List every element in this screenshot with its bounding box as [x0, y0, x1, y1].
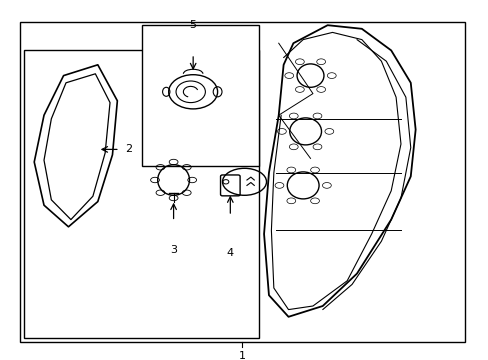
Text: 1: 1	[238, 351, 245, 360]
Bar	[20, 22, 464, 342]
Bar	[142, 25, 259, 166]
Text: 4: 4	[226, 248, 233, 258]
Text: 3: 3	[170, 245, 177, 255]
Text: 5: 5	[189, 20, 196, 30]
Bar	[24, 50, 259, 338]
Text: 2: 2	[124, 144, 132, 154]
